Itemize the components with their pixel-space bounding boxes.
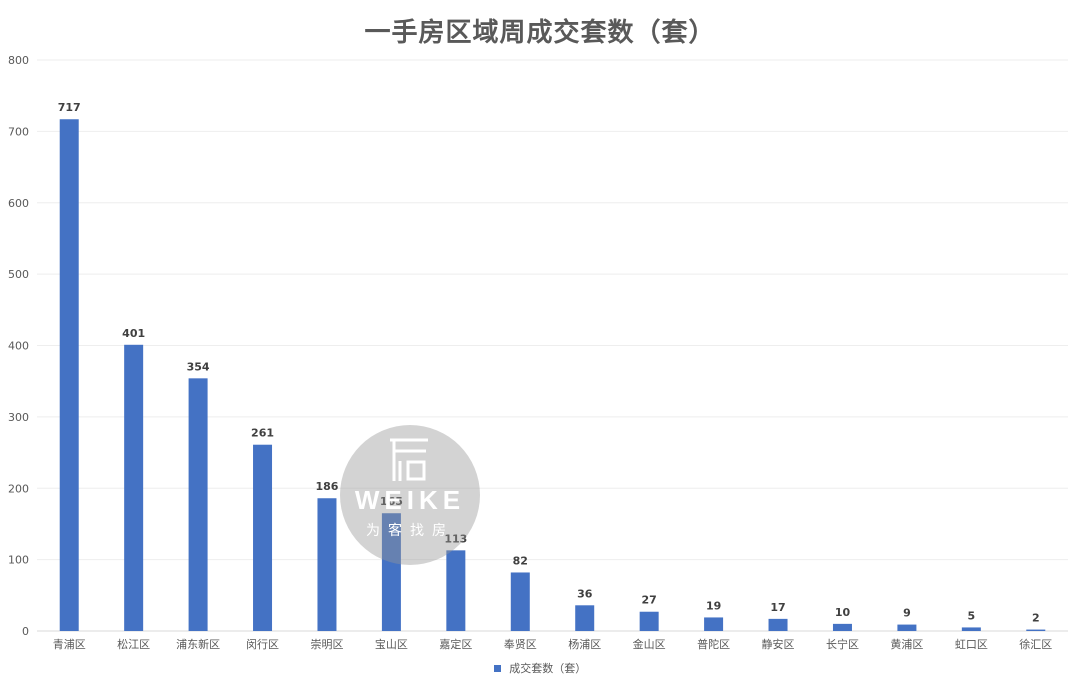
data-label: 5 [968, 609, 976, 622]
x-tick-label: 嘉定区 [439, 637, 472, 651]
house-logo-icon [390, 438, 428, 481]
data-label: 261 [251, 427, 274, 440]
data-label: 2 [1032, 612, 1040, 625]
x-tick-label: 松江区 [117, 637, 150, 651]
x-tick-label: 徐汇区 [1019, 637, 1052, 651]
x-tick-label: 静安区 [762, 637, 795, 651]
y-tick-label: 200 [8, 482, 29, 495]
bars [59, 119, 1046, 632]
x-tick-label: 虹口区 [955, 638, 988, 651]
bar [446, 550, 466, 631]
x-tick-label: 普陀区 [697, 637, 730, 651]
data-labels: 717 401 354 261 186 165 113 82 36 27 19 17 10 9 5 2 [58, 101, 1040, 624]
bar [768, 618, 788, 631]
data-label: 9 [903, 607, 911, 620]
bar [832, 623, 852, 631]
x-tick-label: 长宁区 [826, 637, 859, 651]
data-label: 165 [380, 495, 403, 508]
bar [253, 444, 273, 631]
data-label: 354 [187, 360, 210, 373]
watermark-logo: WEIKE 为客找房 [340, 425, 480, 565]
data-label: 113 [444, 532, 467, 545]
x-tick-label: 宝山区 [375, 637, 408, 651]
gridlines [37, 59, 1068, 632]
bar [317, 498, 337, 631]
data-label: 82 [513, 554, 528, 567]
x-tick-label: 杨浦区 [568, 637, 601, 651]
watermark-brand: WEIKE [354, 485, 466, 515]
y-axis-ticks: 0 100 200 300 400 500 600 700 800 [8, 54, 29, 638]
y-tick-label: 800 [8, 54, 29, 67]
legend-swatch [493, 664, 501, 672]
data-label: 401 [122, 327, 145, 340]
chart-title: 一手房区域周成交套数（套） [364, 18, 716, 48]
bar [59, 119, 79, 632]
x-tick-label: 崇明区 [310, 638, 343, 651]
data-label: 17 [770, 601, 785, 614]
y-tick-label: 400 [8, 340, 29, 353]
y-tick-label: 500 [8, 268, 29, 281]
y-tick-label: 0 [22, 625, 29, 638]
x-tick-label: 奉贤区 [504, 637, 537, 651]
y-tick-label: 100 [8, 554, 29, 567]
y-tick-label: 300 [8, 411, 29, 424]
bar [704, 617, 724, 631]
y-tick-label: 700 [8, 125, 29, 138]
bar [124, 344, 144, 631]
x-tick-label: 青浦区 [53, 638, 86, 651]
bar [188, 378, 208, 631]
bar [575, 605, 595, 631]
y-tick-label: 600 [8, 197, 29, 210]
bar [510, 572, 530, 631]
data-label: 186 [315, 480, 338, 493]
bar [639, 611, 659, 631]
x-tick-label: 金山区 [633, 637, 666, 651]
data-label: 19 [706, 599, 721, 612]
watermark-subtitle: 为客找房 [366, 523, 454, 539]
bar [1026, 629, 1046, 631]
chart-legend: 成交套数（套） [0, 660, 1080, 676]
x-tick-label: 黄浦区 [890, 637, 923, 651]
data-label: 36 [577, 587, 593, 600]
x-axis-ticks: 青浦区 松江区 浦东新区 闵行区 崇明区 宝山区 嘉定区 奉贤区 杨浦区 金山区 普陀区 静安区 长宁区… [53, 637, 1053, 651]
data-label: 27 [642, 594, 657, 607]
data-label: 10 [835, 606, 851, 619]
legend-label: 成交套数（套） [509, 662, 587, 675]
data-label: 717 [58, 101, 81, 114]
x-tick-label: 闵行区 [246, 637, 279, 651]
bar [381, 513, 401, 631]
bar [961, 627, 981, 631]
bar [897, 624, 917, 631]
x-tick-label: 浦东新区 [176, 637, 220, 651]
